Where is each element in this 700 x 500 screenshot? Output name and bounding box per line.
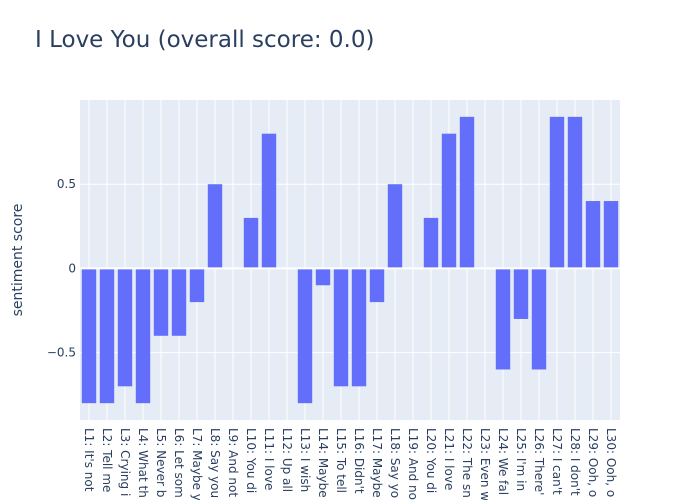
- bar: [585, 201, 601, 269]
- plot-background: [80, 100, 620, 420]
- bar: [207, 184, 223, 269]
- x-tick-label: L18: Say yo: [388, 428, 402, 498]
- bar: [135, 268, 151, 404]
- x-tick-label: L13: I wish: [298, 428, 312, 492]
- bar: [423, 217, 439, 269]
- y-tick-labels: −0.5 0 0.5: [47, 177, 76, 359]
- x-tick-label: L16: Didn't: [352, 428, 366, 494]
- x-tick-label: L28: I don't: [568, 428, 582, 496]
- x-tick-label: L10: You di: [244, 428, 258, 493]
- x-tick-label: L9: And not: [226, 428, 240, 497]
- bar: [315, 268, 331, 286]
- bar: [387, 184, 403, 269]
- x-tick-label: L15: To tell: [334, 428, 348, 493]
- x-tick-label: L26: There': [532, 428, 546, 495]
- x-tick-label: L3: Crying i: [118, 428, 132, 496]
- chart-title: I Love You (overall score: 0.0): [35, 27, 375, 53]
- bar: [351, 268, 367, 387]
- bar: [243, 217, 259, 269]
- bar: [531, 268, 547, 370]
- x-tick-label: L14: Maybe: [316, 428, 330, 498]
- x-tick-label: L12: Up all: [280, 428, 294, 492]
- bar: [549, 116, 565, 269]
- y-tick-label: 0: [68, 261, 76, 275]
- bar: [153, 268, 169, 336]
- bar: [603, 201, 619, 269]
- bar: [171, 268, 187, 336]
- x-tick-label: L8: Say you: [208, 428, 222, 498]
- x-tick-label: L7: Maybe y: [190, 428, 204, 500]
- x-tick-label: L29: Ooh, o: [586, 428, 600, 497]
- bars: [81, 116, 619, 404]
- bar: [495, 268, 511, 370]
- x-tick-label: L27: I can't: [550, 428, 564, 495]
- x-tick-label: L19: And no: [406, 428, 420, 500]
- x-tick-label: L25: I'm in: [514, 428, 528, 491]
- x-tick-label: L22: The sn: [460, 428, 474, 498]
- x-tick-label: L6: Let som: [172, 428, 186, 498]
- x-tick-label: L30: Ooh, o: [604, 428, 618, 497]
- x-tick-label: L2: Tell me: [100, 428, 114, 492]
- bar: [99, 268, 115, 404]
- bar: [369, 268, 385, 303]
- bar: [333, 268, 349, 387]
- x-tick-label: L5: Never b: [154, 428, 168, 497]
- x-tick-labels: L1: It's not L2: Tell me L3: Crying i L4: W…: [82, 428, 618, 500]
- x-tick-label: L17: Maybe: [370, 428, 384, 498]
- bar: [81, 268, 97, 404]
- x-tick-label: L24: We fal: [496, 428, 510, 495]
- bar: [117, 268, 133, 387]
- x-tick-label: L23: Even w: [478, 428, 492, 500]
- x-tick-label: L21: I love: [442, 428, 456, 490]
- y-axis-title: sentiment score: [10, 204, 26, 317]
- x-tick-label: L20: You di: [424, 428, 438, 493]
- bar: [189, 268, 205, 303]
- bar: [513, 268, 529, 319]
- bar: [261, 133, 277, 269]
- bar: [567, 116, 583, 269]
- y-tick-label: 0.5: [57, 177, 76, 191]
- x-tick-label: L1: It's not: [82, 428, 96, 492]
- y-tick-label: −0.5: [47, 346, 76, 360]
- bar: [441, 133, 457, 269]
- bar: [297, 268, 313, 404]
- x-tick-label: L11: I love: [262, 428, 276, 490]
- x-tick-label: L4: What th: [136, 428, 150, 498]
- bar: [459, 116, 475, 269]
